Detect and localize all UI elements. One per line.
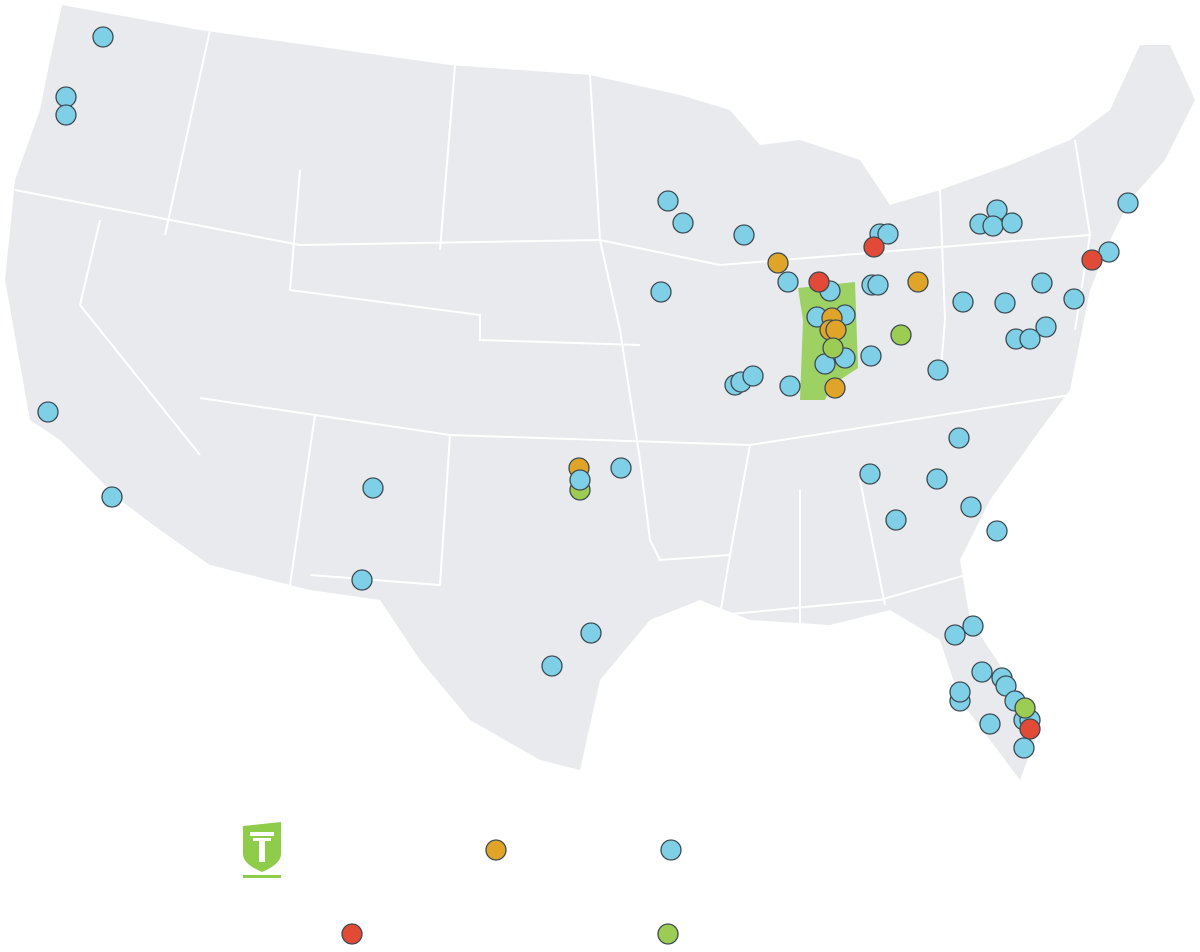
location-marker	[982, 215, 1004, 237]
location-marker	[822, 337, 844, 359]
location-marker	[948, 427, 970, 449]
location-marker	[779, 375, 801, 397]
location-marker	[927, 359, 949, 381]
location-marker	[1019, 328, 1041, 350]
location-marker	[952, 291, 974, 313]
location-marker	[926, 468, 948, 490]
location-marker	[657, 190, 679, 212]
location-marker	[960, 496, 982, 518]
location-marker	[867, 274, 889, 296]
location-marker	[351, 569, 373, 591]
us-outline	[5, 5, 1195, 780]
location-marker	[92, 26, 114, 48]
location-marker	[859, 463, 881, 485]
location-marker	[55, 86, 77, 108]
location-marker	[994, 292, 1016, 314]
location-marker	[1014, 697, 1036, 719]
location-marker	[55, 104, 77, 126]
location-marker	[1063, 288, 1085, 310]
location-marker	[742, 365, 764, 387]
location-marker	[1013, 737, 1035, 759]
location-marker	[1081, 249, 1103, 271]
location-marker	[777, 271, 799, 293]
location-marker	[890, 324, 912, 346]
location-marker	[569, 469, 591, 491]
location-marker	[580, 622, 602, 644]
location-marker	[877, 223, 899, 245]
location-marker	[971, 661, 993, 683]
location-marker	[37, 401, 59, 423]
legend-logo	[243, 822, 281, 878]
location-marker	[1117, 192, 1139, 214]
legend-swatch	[485, 839, 507, 861]
location-marker	[672, 212, 694, 234]
location-marker	[101, 486, 123, 508]
markers	[37, 26, 1139, 759]
legend-swatch	[660, 839, 682, 861]
location-marker	[949, 681, 971, 703]
location-marker	[1031, 272, 1053, 294]
legend-swatch	[657, 923, 679, 945]
location-marker	[1035, 316, 1057, 338]
location-marker	[824, 377, 846, 399]
location-marker	[1001, 212, 1023, 234]
location-marker	[1019, 718, 1041, 740]
location-marker	[362, 477, 384, 499]
location-marker	[863, 236, 885, 258]
location-marker	[979, 713, 1001, 735]
location-marker	[733, 224, 755, 246]
location-marker	[610, 457, 632, 479]
location-marker	[541, 655, 563, 677]
location-marker	[825, 319, 847, 341]
location-marker	[907, 271, 929, 293]
location-marker	[962, 615, 984, 637]
location-marker	[650, 281, 672, 303]
legend-swatch	[341, 923, 363, 945]
location-marker	[767, 252, 789, 274]
location-marker	[860, 345, 882, 367]
legend	[243, 822, 682, 945]
location-marker	[808, 271, 830, 293]
location-marker	[944, 624, 966, 646]
location-marker	[885, 509, 907, 531]
location-marker	[986, 520, 1008, 542]
